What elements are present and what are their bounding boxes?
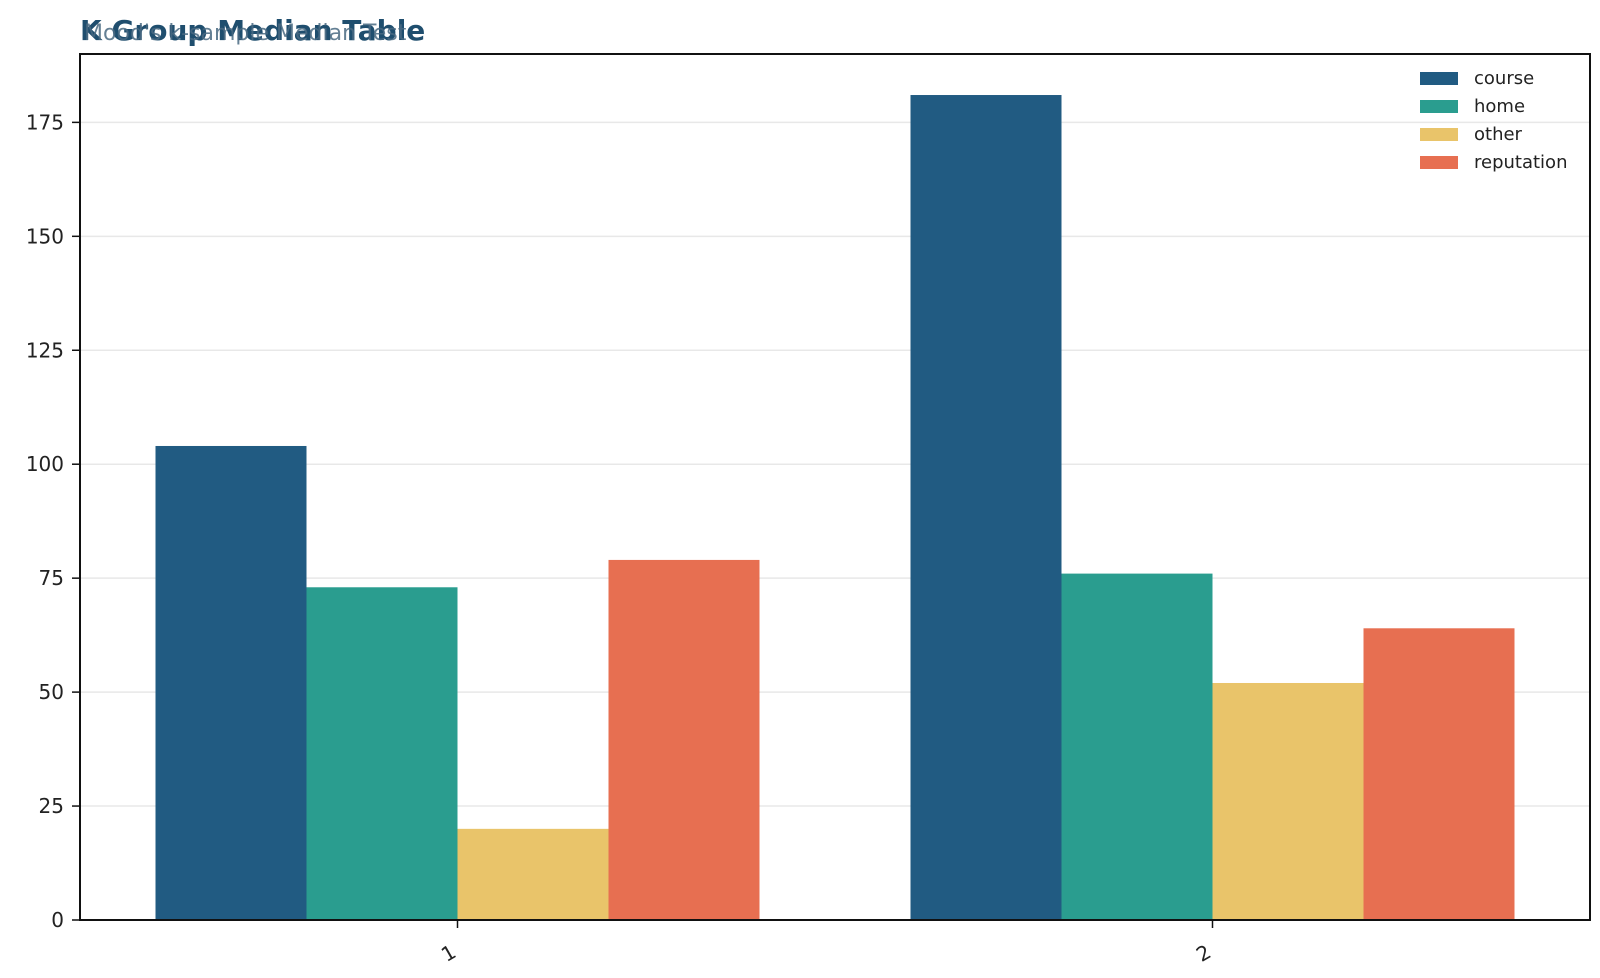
x-tick-label: 1 <box>437 940 460 967</box>
bars <box>155 95 1515 920</box>
bar-course-1 <box>155 445 307 920</box>
legend-label-course: course <box>1474 68 1534 89</box>
plot-frame <box>79 53 1591 921</box>
legend-label-home: home <box>1474 96 1525 117</box>
legend-swatch-course <box>1420 72 1458 85</box>
bar-reputation-1 <box>608 559 760 920</box>
y-tick-label: 0 <box>51 908 64 932</box>
legend-label-other: other <box>1474 124 1523 145</box>
chart-title: K Group Median Table <box>80 14 425 47</box>
y-tick-label: 150 <box>26 224 64 248</box>
bar-home-1 <box>306 587 458 920</box>
legend-swatch-reputation <box>1420 156 1458 169</box>
legend-swatch-home <box>1420 100 1458 113</box>
bar-course-2 <box>910 95 1062 920</box>
y-tick-label: 50 <box>39 680 64 704</box>
bar-other-1 <box>457 828 609 920</box>
legend-swatch-other <box>1420 128 1458 141</box>
y-tick-label: 25 <box>39 794 64 818</box>
y-axis: 0 25 50 75 100 125 150 175 <box>26 110 80 932</box>
x-tick-label: 2 <box>1192 940 1215 967</box>
bar-reputation-2 <box>1363 628 1515 920</box>
legend-label-reputation: reputation <box>1474 152 1567 173</box>
y-tick-label: 100 <box>26 452 64 476</box>
bar-other-2 <box>1212 682 1364 920</box>
y-tick-label: 175 <box>26 110 64 134</box>
chart-subtitle: Mood's k-sample Median Test <box>84 21 407 46</box>
y-tick-label: 75 <box>39 566 64 590</box>
bar-home-2 <box>1061 573 1213 920</box>
legend: course home other reputation <box>1420 68 1567 173</box>
y-tick-label: 125 <box>26 338 64 362</box>
